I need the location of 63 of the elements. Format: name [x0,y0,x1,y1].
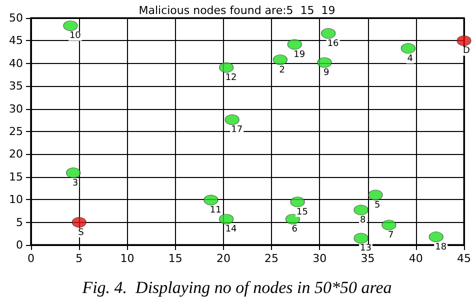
point [354,204,368,216]
y-tick-label: 35 [9,80,23,93]
point [290,196,305,208]
annotation: 13 [360,244,372,254]
point [321,28,336,39]
point [219,62,234,73]
annotation: 12 [225,72,237,83]
annotation: 18 [435,242,447,252]
point [272,54,288,66]
y-tick-label: 10 [9,193,23,206]
x-tick-label: 30 [312,252,327,265]
caption: Fig. 4. Displaying no of nodes in 50*50 area [81,278,392,297]
point [287,39,302,50]
x-tick-label: 0 [28,252,34,265]
annotation: 7 [388,230,394,241]
annotation: 10 [69,31,82,42]
x-tick-label: 25 [264,252,279,265]
y-tick-label: 30 [9,102,23,116]
point [66,168,81,178]
annotation: D [463,46,470,56]
annotation: 4 [407,54,414,64]
x-tick-label: 15 [168,252,182,265]
y-tick-label: 15 [9,170,23,184]
annotation: 15 [296,207,308,218]
point [204,194,218,206]
annotation: 14 [225,224,238,235]
point [382,220,396,230]
point [317,57,332,68]
annotation: S [78,228,84,238]
annotation: 5 [374,200,380,211]
point [368,190,383,200]
point [456,35,472,46]
y-tick-label: 50 [9,12,23,24]
annotation: 8 [360,216,366,226]
point [400,43,416,54]
point [63,20,78,31]
point [72,217,86,228]
x-tick-label: 20 [216,252,230,265]
annotation: 3 [72,178,78,188]
y-tick-label: 0 [16,238,23,252]
y-tick-label: 25 [9,125,23,138]
point [354,232,368,244]
x-tick-label: 35 [360,252,375,265]
annotation: 19 [294,50,306,60]
y-tick-label: 40 [9,56,23,70]
point [219,214,234,224]
annotation: 2 [279,65,285,76]
point [428,232,444,242]
annotation: 17 [231,125,243,136]
annotation: 16 [327,38,340,49]
y-tick-label: 5 [16,216,23,229]
y-tick-label: 20 [9,148,23,161]
x-tick-label: 45 [457,252,471,265]
point [224,114,240,125]
annotation: 6 [292,224,298,235]
y-tick-label: 45 [9,34,23,48]
x-tick-label: 5 [76,252,83,265]
annotation: 9 [323,68,330,78]
x-tick-label: 40 [408,252,423,265]
chart-title: Malicious nodes found are:5 15 19 [138,4,336,17]
point [285,214,300,224]
annotation: 11 [210,206,222,216]
x-tick-label: 10 [120,252,134,265]
